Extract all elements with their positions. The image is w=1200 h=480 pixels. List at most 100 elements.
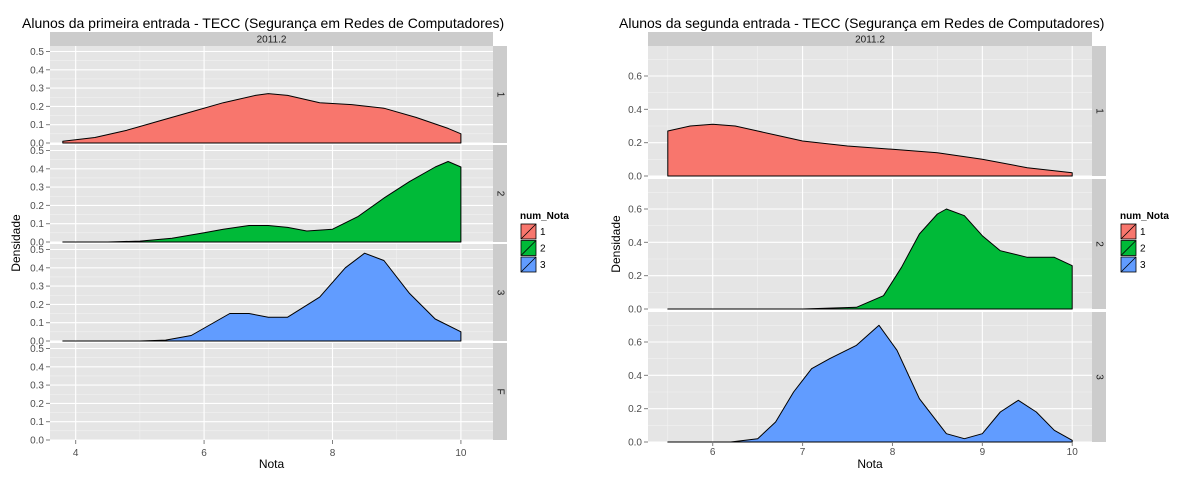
y-tick-label: 0.0 bbox=[30, 436, 44, 447]
chart-segunda-entrada: Alunos da segunda entrada - TECC (Segura… bbox=[609, 15, 1169, 471]
y-tick-label: 0.4 bbox=[628, 371, 642, 382]
y-tick-label: 0.2 bbox=[628, 138, 642, 149]
density-area-1 bbox=[667, 123, 1073, 177]
y-tick-label: 0.4 bbox=[628, 105, 642, 116]
x-tick-label: 9 bbox=[980, 447, 986, 458]
facet-strip bbox=[493, 244, 507, 341]
y-tick-label: 0.4 bbox=[30, 263, 44, 274]
x-tick-label: 8 bbox=[890, 447, 896, 458]
x-tick-label: 8 bbox=[330, 448, 336, 459]
panel-background bbox=[50, 343, 493, 440]
y-tick-label: 0.4 bbox=[30, 164, 44, 175]
density-area-2 bbox=[667, 208, 1073, 310]
facet-strip-label: 2 bbox=[1094, 241, 1105, 247]
legend-label-2: 2 bbox=[540, 244, 546, 255]
y-axis-title: Densidade bbox=[9, 214, 23, 272]
y-tick-label: 0.0 bbox=[628, 438, 642, 449]
y-tick-label: 0.0 bbox=[628, 172, 642, 183]
top-strip bbox=[648, 32, 1092, 46]
chart-primeira-entrada: Alunos da primeira entrada - TECC (Segur… bbox=[9, 15, 569, 471]
chart-title: Alunos da primeira entrada - TECC (Segur… bbox=[22, 15, 504, 31]
top-strip-label: 2011.2 bbox=[257, 35, 287, 46]
y-tick-label: 0.2 bbox=[30, 300, 44, 311]
y-tick-label: 0.3 bbox=[30, 282, 44, 293]
x-tick-label: 4 bbox=[73, 448, 79, 459]
facet-panel-3: 0.0 0.2 0.4 0.6 3 bbox=[628, 312, 1106, 449]
legend-key-slash bbox=[1120, 256, 1137, 273]
density-area-1 bbox=[62, 93, 462, 144]
y-tick-label: 0.2 bbox=[628, 404, 642, 415]
facet-strip bbox=[1092, 46, 1106, 176]
y-tick-label: 0.6 bbox=[628, 338, 642, 349]
legend-title: num_Nota bbox=[520, 211, 569, 222]
y-tick-label: 0.2 bbox=[30, 201, 44, 212]
density-area-2 bbox=[62, 161, 462, 243]
y-tick-label: 0.6 bbox=[628, 72, 642, 83]
legend-label-3: 3 bbox=[540, 260, 546, 271]
legend-label-1: 1 bbox=[1140, 227, 1146, 238]
y-axis-title: Densidade bbox=[609, 215, 623, 273]
top-strip-label: 2011.2 bbox=[855, 35, 885, 46]
y-tick-label: 0.1 bbox=[30, 219, 44, 230]
y-tick-label: 0.3 bbox=[30, 183, 44, 194]
facet-panel-F: 0.0 0.1 0.2 0.3 0.4 0.5 F bbox=[30, 343, 507, 447]
facet-strip bbox=[493, 343, 507, 440]
legend: num_Nota 1 2 3 bbox=[520, 211, 569, 273]
x-tick-label: 6 bbox=[201, 448, 207, 459]
legend-label-1: 1 bbox=[540, 227, 546, 238]
legend-key-slash bbox=[1120, 240, 1137, 256]
legend-key-slash bbox=[520, 256, 537, 273]
facet-panel-3: 0.0 0.1 0.2 0.3 0.4 0.5 3 bbox=[30, 244, 507, 348]
y-tick-label: 0.2 bbox=[628, 271, 642, 282]
legend-label-3: 3 bbox=[1140, 260, 1146, 271]
y-tick-label: 0.2 bbox=[30, 399, 44, 410]
facet-strip bbox=[1092, 179, 1106, 309]
y-tick-label: 0.4 bbox=[30, 362, 44, 373]
facet-strip-label: 1 bbox=[1094, 108, 1105, 114]
x-tick-label: 10 bbox=[455, 448, 467, 459]
facet-panel-1: 0.0 0.2 0.4 0.6 1 bbox=[628, 46, 1106, 183]
y-tick-label: 0.5 bbox=[30, 245, 44, 256]
facet-strip-label: 3 bbox=[495, 290, 506, 296]
facet-strip bbox=[493, 145, 507, 242]
y-tick-label: 0.1 bbox=[30, 417, 44, 428]
legend-key-slash bbox=[520, 223, 537, 240]
y-tick-label: 0.4 bbox=[30, 65, 44, 76]
x-axis-title: Nota bbox=[857, 457, 883, 471]
y-tick-label: 0.5 bbox=[30, 47, 44, 58]
facet-strip-label: 1 bbox=[495, 92, 506, 98]
legend-title: num_Nota bbox=[1120, 211, 1169, 222]
x-tick-label: 6 bbox=[710, 447, 716, 458]
facet-panel-1: 0.0 0.1 0.2 0.3 0.4 0.5 1 bbox=[30, 46, 507, 150]
x-tick-label: 7 bbox=[800, 447, 806, 458]
y-tick-label: 0.6 bbox=[628, 205, 642, 216]
legend-key-slash bbox=[520, 240, 537, 256]
legend-key-slash bbox=[1120, 223, 1137, 240]
y-tick-label: 0.5 bbox=[30, 344, 44, 355]
y-tick-label: 0.5 bbox=[30, 146, 44, 157]
facet-strip-label: 2 bbox=[495, 191, 506, 197]
y-tick-label: 0.1 bbox=[30, 318, 44, 329]
x-tick-label: 10 bbox=[1067, 447, 1079, 458]
x-axis-title: Nota bbox=[259, 457, 285, 471]
y-tick-label: 0.0 bbox=[628, 305, 642, 316]
y-tick-label: 0.3 bbox=[30, 84, 44, 95]
legend-label-2: 2 bbox=[1140, 244, 1146, 255]
y-tick-label: 0.4 bbox=[628, 238, 642, 249]
y-tick-label: 0.3 bbox=[30, 381, 44, 392]
y-tick-label: 0.0 bbox=[30, 337, 44, 348]
facet-strip bbox=[493, 46, 507, 143]
y-tick-label: 0.0 bbox=[30, 139, 44, 150]
density-area-3 bbox=[667, 324, 1073, 443]
legend: num_Nota 1 2 3 bbox=[1120, 211, 1169, 273]
density-area-3 bbox=[62, 252, 462, 342]
facet-panel-2: 0.0 0.1 0.2 0.3 0.4 0.5 2 bbox=[30, 145, 507, 249]
y-tick-label: 0.2 bbox=[30, 102, 44, 113]
chart-title: Alunos da segunda entrada - TECC (Segura… bbox=[619, 15, 1104, 31]
facet-strip-label: 3 bbox=[1094, 374, 1105, 380]
facet-panel-2: 0.0 0.2 0.4 0.6 2 bbox=[628, 179, 1106, 316]
y-tick-label: 0.0 bbox=[30, 238, 44, 249]
facet-strip bbox=[1092, 312, 1106, 442]
top-strip bbox=[50, 32, 493, 46]
